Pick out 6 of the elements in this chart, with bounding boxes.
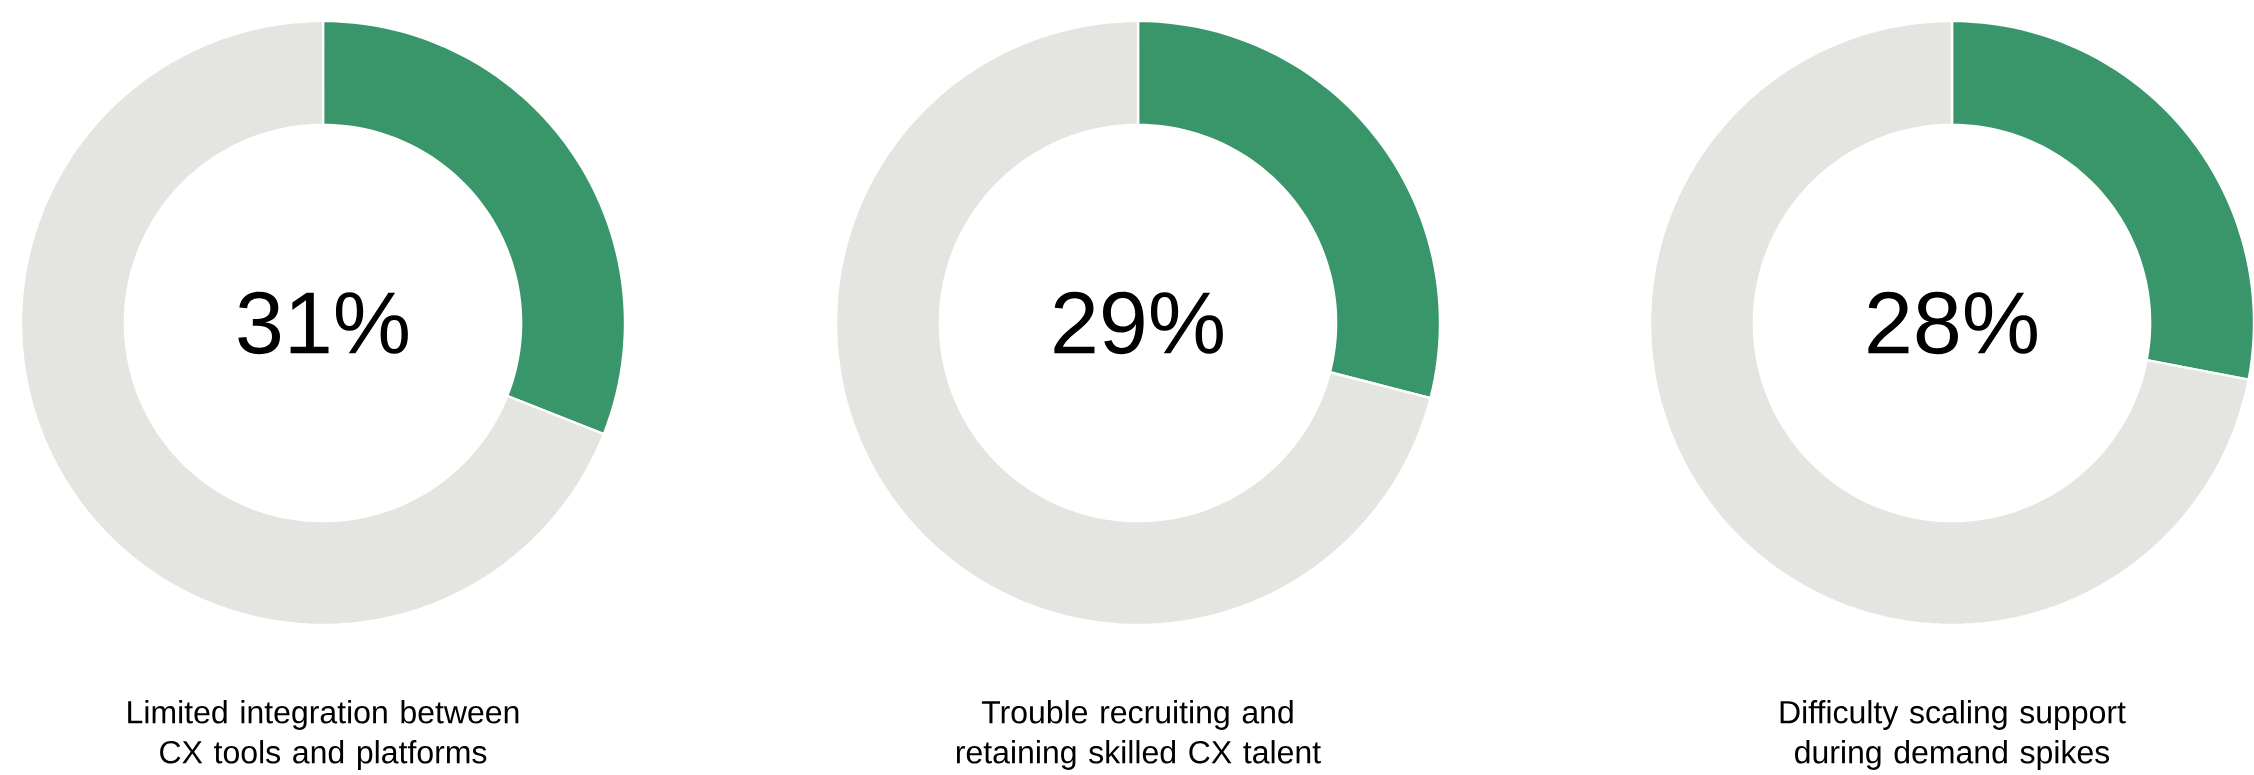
text: Difficulty scaling support during demand spikes [1780,700,2126,770]
data-label: 31% [238,291,408,355]
data-label: 28% [1868,291,2037,355]
text: Trouble recruiting and retaining skilled CX talent [956,700,1321,770]
data-label: 29% [1054,291,1223,355]
text: Limited integration between CX tools and platforms [128,700,519,770]
